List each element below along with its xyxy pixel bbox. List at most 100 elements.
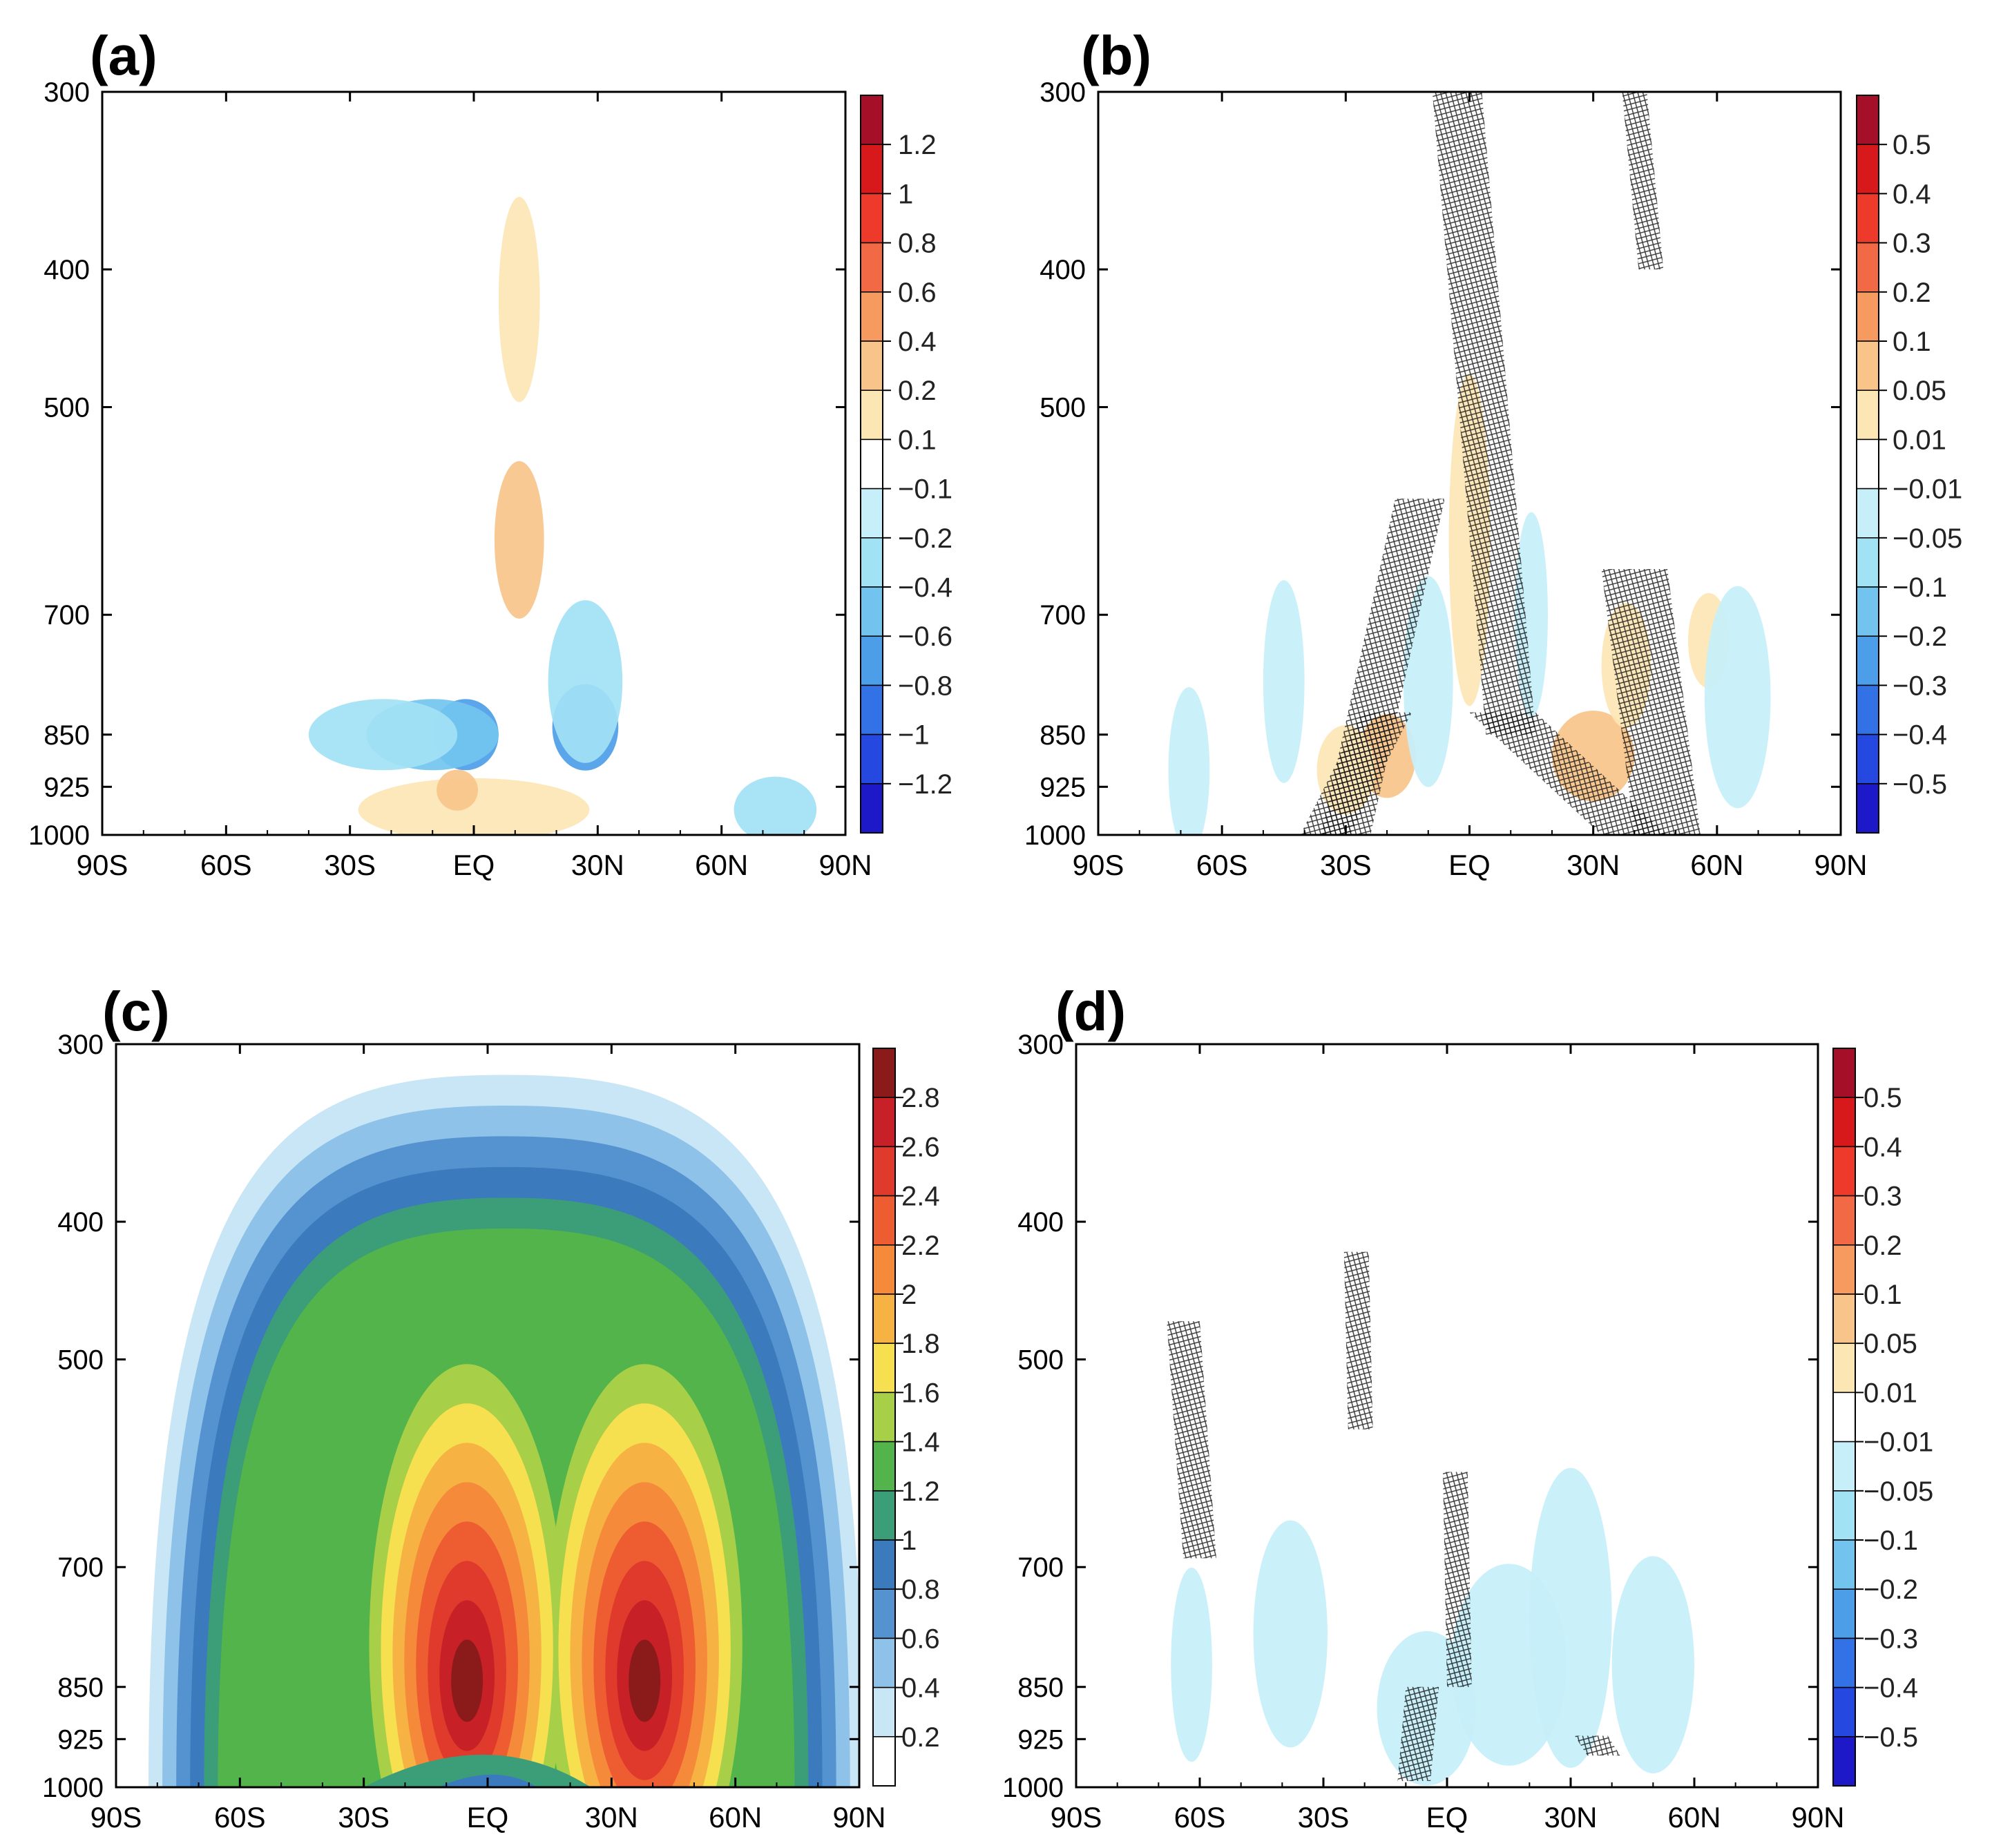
colorbar-label: 0.5 <box>1864 1083 1902 1113</box>
colorbar-swatch <box>1832 1293 1856 1344</box>
contour-field <box>1076 1044 1818 1787</box>
y-tick-label: 925 <box>57 1724 104 1755</box>
x-tick-label: EQ <box>1448 849 1491 881</box>
colorbar-swatch <box>860 439 883 490</box>
significance-hatch <box>1443 1472 1472 1687</box>
y-tick-label: 1000 <box>1002 1773 1064 1803</box>
colorbar-swatch <box>872 1195 896 1246</box>
colorbar-swatch <box>1832 1392 1856 1443</box>
colorbar-label: 0.05 <box>1893 376 1946 406</box>
y-tick-label: 850 <box>1017 1673 1064 1703</box>
x-tick-label: 90N <box>818 849 872 881</box>
x-tick-label: 60S <box>1196 849 1248 881</box>
significance-hatch <box>1300 712 1412 835</box>
colorbar-swatch <box>860 635 883 686</box>
y-tick-label: 400 <box>57 1207 104 1238</box>
colorbar-label: 0.05 <box>1864 1329 1917 1359</box>
colorbar-label: −0.4 <box>1893 720 1947 751</box>
x-tick-label: 90S <box>90 1801 142 1833</box>
y-tick-label: 400 <box>1017 1207 1064 1238</box>
colorbar-label: −0.3 <box>1864 1624 1918 1654</box>
x-tick-label: 90N <box>1814 849 1867 881</box>
contour-blob <box>358 778 590 835</box>
colorbar-label: −0.01 <box>1864 1427 1933 1458</box>
x-tick-label: EQ <box>467 1801 509 1833</box>
colorbar-swatch <box>872 1441 896 1492</box>
colorbar-label: 1.2 <box>898 130 937 160</box>
colorbar-label: −0.1 <box>1864 1525 1918 1556</box>
colorbar-swatch <box>1856 488 1879 539</box>
colorbar-label: 1 <box>901 1525 917 1556</box>
x-tick-label: 30N <box>571 849 624 881</box>
contour-band <box>451 1639 483 1722</box>
colorbar-swatch <box>1832 1736 1856 1787</box>
colorbar-swatch <box>860 95 883 145</box>
y-tick-label: 700 <box>44 600 90 631</box>
colorbar-label: 2.6 <box>901 1132 940 1162</box>
contour-band <box>363 1754 591 1787</box>
x-tick-label: 90N <box>832 1801 885 1833</box>
panel-b: (b) 90S 60S 30S EQ 30N 60N 90N3004005007008509… <box>1024 25 1962 881</box>
y-tick-label: 925 <box>44 772 90 802</box>
colorbar-a: 1.2 1 0.8 0.6 0.4 0.2 0.1 −0.1 −0.2 −0.4 −0.6 −0.8 −… <box>860 95 952 834</box>
y-tick-label: 925 <box>1017 1724 1064 1755</box>
colorbar-label: 0.2 <box>898 376 937 406</box>
y-tick-label: 700 <box>57 1552 104 1583</box>
colorbar-swatch <box>860 291 883 342</box>
significance-hatch <box>1167 1321 1216 1559</box>
colorbar-label: 0.2 <box>1893 278 1931 308</box>
contour-blob <box>663 674 697 810</box>
colorbar-swatch <box>1832 1539 1856 1590</box>
panel-label-d: (d) <box>1055 981 1126 1042</box>
colorbar-label: −1 <box>898 720 930 751</box>
y-tick-label: 1000 <box>1024 820 1086 851</box>
colorbar-swatch <box>1856 635 1879 686</box>
significance-hatch <box>1574 1735 1620 1756</box>
colorbar-label: 0.4 <box>898 327 937 357</box>
x-tick-label: 30S <box>1320 849 1372 881</box>
panel-label-b: (b) <box>1081 25 1151 86</box>
x-tick-label: EQ <box>453 849 495 881</box>
colorbar-swatch <box>1832 1244 1856 1295</box>
panel-label-c: (c) <box>102 981 170 1042</box>
x-tick-label: 60S <box>214 1801 266 1833</box>
x-tick-label: 60N <box>709 1801 762 1833</box>
colorbar-swatch <box>872 1244 896 1295</box>
contour-blob <box>548 600 623 763</box>
colorbar-swatch <box>860 783 883 834</box>
colorbar-label: −0.2 <box>1864 1575 1918 1605</box>
x-tick-label: 30S <box>324 849 376 881</box>
contour-blob <box>1125 1681 1151 1764</box>
colorbar-label: 0.1 <box>1864 1280 1902 1310</box>
x-tick-label: 60N <box>1690 849 1743 881</box>
colorbar-swatch <box>1832 1588 1856 1639</box>
colorbar-swatch <box>1856 144 1879 195</box>
colorbar-c: 2.8 2.6 2.4 2.2 2 1.8 1.6 1.4 1.2 1 0.8 0.6 0.4 0.2 <box>872 1048 940 1787</box>
colorbar-swatch <box>1856 340 1879 391</box>
colorbar-swatch <box>860 340 883 391</box>
x-tick-label: 30N <box>1567 849 1620 881</box>
colorbar-label: 0.6 <box>898 278 937 308</box>
colorbar-swatch <box>860 733 883 785</box>
colorbar-label: −0.5 <box>1893 769 1947 800</box>
colorbar-label: −0.1 <box>1893 572 1947 603</box>
significance-hatch <box>1601 569 1701 835</box>
colorbar-label: 0.4 <box>1893 179 1931 209</box>
x-tick-label: 60N <box>695 849 748 881</box>
contour-blob <box>1263 580 1305 783</box>
colorbar-swatch <box>872 1392 896 1443</box>
x-tick-label: 30N <box>1544 1801 1597 1833</box>
colorbar-label: −0.05 <box>1893 523 1962 554</box>
colorbar-swatch <box>1832 1097 1856 1148</box>
contour-blob <box>498 197 540 403</box>
x-tick-label: 30S <box>338 1801 390 1833</box>
colorbar-swatch <box>1856 733 1879 785</box>
colorbar-swatch <box>860 144 883 195</box>
colorbar-label: −1.2 <box>898 769 952 800</box>
colorbar-swatch <box>872 1686 896 1738</box>
y-tick-label: 300 <box>1040 77 1086 108</box>
y-tick-label: 500 <box>1040 393 1086 423</box>
contour-blob <box>437 769 478 811</box>
contour-blob <box>1704 586 1771 809</box>
significance-hatch <box>1622 92 1664 270</box>
